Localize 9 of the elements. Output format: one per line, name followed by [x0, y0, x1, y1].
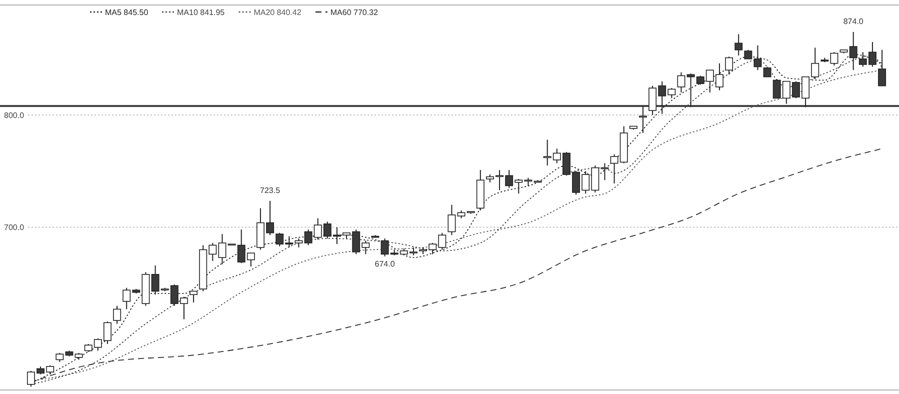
- legend-label: MA5 845.50: [105, 8, 149, 17]
- legend-label: MA20 840.42: [254, 8, 302, 17]
- legend-label: MA60 770.32: [330, 8, 379, 17]
- legend-label: MA10 841.95: [177, 8, 226, 17]
- text: 674.0: [374, 259, 395, 268]
- text: 723.5: [260, 186, 280, 195]
- text: 874.0: [843, 16, 864, 26]
- y-tick-label: 700.0: [4, 223, 25, 232]
- y-tick-label: 800.0: [4, 110, 25, 120]
